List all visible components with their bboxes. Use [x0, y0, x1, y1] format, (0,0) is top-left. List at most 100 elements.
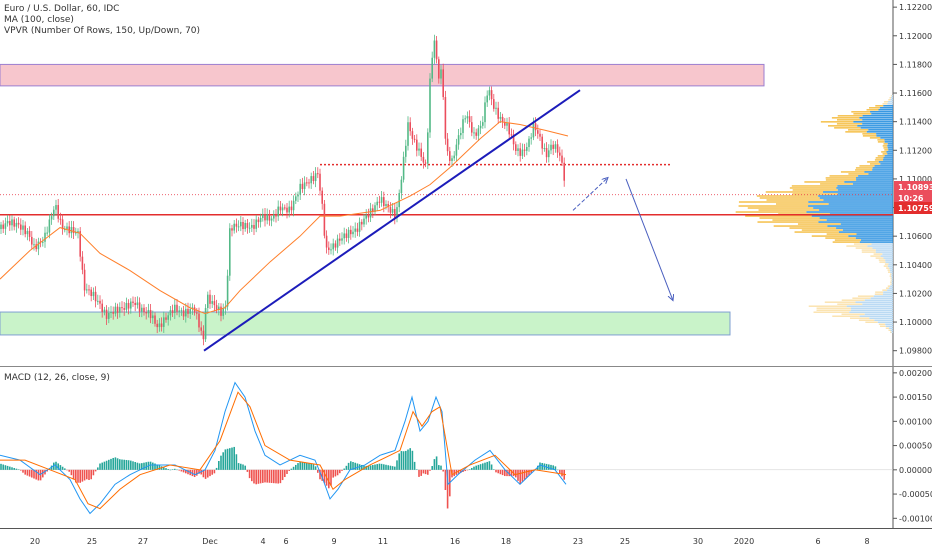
candle-body	[561, 155, 563, 163]
candle-body	[343, 233, 345, 239]
candle-body	[167, 315, 169, 320]
candle-body	[539, 133, 541, 137]
price-tick-label: 1.12200	[899, 3, 932, 12]
vp-bar-up	[872, 169, 893, 171]
candle-body	[380, 197, 383, 203]
vp-bar-down	[885, 287, 890, 289]
macd-hist-bar	[240, 463, 242, 470]
candle-body	[156, 323, 158, 328]
candle-body	[193, 307, 196, 313]
vp-bar-down	[848, 129, 869, 131]
macd-hist-bar	[75, 469, 77, 483]
candle-body	[248, 227, 251, 229]
vp-bar-down	[853, 243, 872, 245]
macd-hist-bar	[394, 466, 396, 470]
macd-hist-bar	[510, 469, 513, 477]
macd-hist-bar	[35, 469, 37, 480]
vp-bar-up	[826, 219, 893, 221]
vp-bar-down	[862, 135, 877, 137]
vp-bar-up	[870, 297, 893, 299]
macd-hist-bar	[165, 468, 167, 470]
candle-body	[44, 232, 46, 242]
candle-body	[554, 144, 557, 149]
macd-hist-bar	[433, 459, 436, 470]
macd-hist-bar	[22, 469, 24, 473]
candle-body	[341, 238, 343, 241]
vp-bar-up	[818, 221, 893, 223]
candle-body	[429, 78, 431, 133]
macd-hist-bar	[420, 469, 422, 476]
time-tick-label: Dec	[202, 537, 217, 546]
candle-body	[50, 216, 53, 220]
vp-bar-up	[879, 107, 893, 109]
vp-bar-down	[792, 189, 838, 191]
candle-body	[495, 107, 497, 109]
vp-bar-up	[875, 249, 893, 251]
macd-hist-bar	[92, 469, 95, 476]
candle-body	[268, 214, 271, 221]
candle-body	[464, 118, 466, 120]
ma-legend[interactable]: MA (100, close)	[4, 15, 74, 25]
macd-hist-bar	[411, 450, 414, 470]
candle-body	[418, 148, 420, 151]
macd-hist-bar	[17, 469, 20, 470]
macd-line	[0, 381, 567, 515]
candle-body	[211, 301, 213, 304]
candle-body	[444, 97, 447, 139]
vp-bar-up	[885, 261, 893, 263]
candle-body	[281, 207, 284, 211]
macd-tick-label: -0.00100	[899, 514, 932, 523]
vp-bar-down	[757, 221, 819, 223]
vpvr-legend[interactable]: VPVR (Number Of Rows, 150, Up/Down, 70)	[4, 26, 201, 36]
candle-body	[262, 214, 264, 218]
symbol-legend[interactable]: Euro / U.S. Dollar, 60, IDC	[4, 4, 120, 14]
candle-body	[202, 330, 205, 340]
candle-body	[72, 227, 75, 234]
candle-body	[301, 183, 304, 190]
macd-hist-bar	[288, 469, 290, 471]
candle-body	[42, 241, 44, 243]
macd-hist-bar	[130, 460, 132, 470]
candle-body	[33, 244, 35, 246]
vp-bar-up	[872, 247, 893, 249]
macd-hist-bar	[407, 449, 409, 470]
vp-bar-down	[825, 237, 856, 239]
vp-bar-up	[819, 197, 893, 199]
vp-bar-up	[868, 173, 893, 175]
candle-body	[292, 200, 295, 211]
candle-body	[506, 123, 508, 126]
candle-body	[427, 132, 429, 164]
macd-hist-bar	[429, 469, 431, 471]
vp-bar-down	[890, 279, 892, 281]
countdown-badge: 10:26	[898, 194, 924, 203]
vp-bar-down	[875, 105, 884, 107]
vp-bar-up	[868, 129, 893, 131]
vp-bar-up	[859, 241, 893, 243]
candle-body	[0, 224, 2, 230]
time-tick-label: 9	[331, 537, 336, 546]
macd-hist-bar	[308, 463, 310, 470]
candle-body	[431, 57, 433, 79]
macd-legend[interactable]: MACD (12, 26, close, 9)	[4, 373, 110, 383]
candle-body	[424, 162, 427, 164]
candle-body	[438, 59, 440, 79]
macd-hist-bar	[119, 459, 121, 470]
candle-body	[255, 219, 257, 229]
candle-body	[440, 69, 442, 79]
candle-body	[332, 243, 334, 250]
vp-bar-down	[855, 247, 873, 249]
vp-bar-down	[858, 319, 875, 321]
macd-hist-bar	[312, 464, 315, 470]
macd-hist-bar	[521, 469, 524, 482]
vp-bar-up	[846, 305, 893, 307]
macd-tick-label: 0.00000	[899, 466, 932, 475]
macd-hist-bar	[363, 465, 365, 470]
vp-bar-up	[862, 115, 893, 117]
candle-body	[55, 205, 57, 210]
vp-bar-down	[855, 169, 873, 171]
macd-hist-bar	[202, 469, 205, 478]
candle-body	[356, 228, 359, 232]
vp-bar-up	[818, 195, 893, 197]
candle-body	[119, 307, 121, 313]
